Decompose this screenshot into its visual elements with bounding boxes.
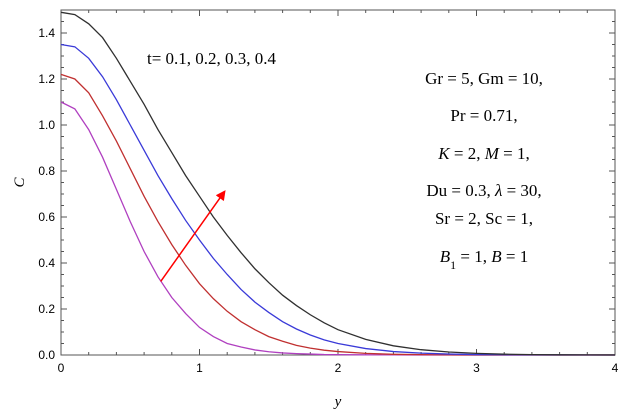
y-tick-label: 0.6 bbox=[38, 210, 55, 224]
y-axis-title: C bbox=[12, 177, 28, 188]
series-line-4 bbox=[60, 11, 616, 356]
trend-arrow bbox=[160, 190, 226, 282]
annotation-param-line-4: Du = 0.3, λ = 30, bbox=[426, 181, 541, 200]
x-tick-label: 3 bbox=[473, 361, 480, 375]
y-tick-label: 0.8 bbox=[38, 164, 55, 178]
x-axis-title: y bbox=[333, 394, 342, 410]
x-tick-label: 0 bbox=[58, 361, 65, 375]
annotation-param-line-5: Sr = 2, Sc = 1, bbox=[435, 209, 533, 228]
y-tick-label: 0.4 bbox=[38, 256, 55, 270]
annotation-param-line-1: Gr = 5, Gm = 10, bbox=[425, 69, 543, 88]
annotation-param-line-3: K = 2, M = 1, bbox=[437, 144, 529, 163]
annotation-time: t= 0.1, 0.2, 0.3, 0.4 bbox=[147, 49, 277, 68]
series-line-1 bbox=[60, 101, 615, 356]
x-tick-label: 1 bbox=[196, 361, 203, 375]
x-tick-label: 4 bbox=[612, 361, 619, 375]
y-tick-label: 1.4 bbox=[38, 26, 55, 40]
y-tick-label: 1.2 bbox=[38, 72, 55, 86]
y-tick-label: 0.0 bbox=[38, 348, 55, 362]
x-tick-label: 2 bbox=[335, 361, 342, 375]
series-line-3 bbox=[60, 43, 616, 356]
annotation-param-line-2: Pr = 0.71, bbox=[450, 106, 517, 125]
y-tick-label: 0.2 bbox=[38, 302, 55, 316]
annotation-param-line-6: B1 = 1, B = 1 bbox=[440, 247, 528, 272]
y-tick-label: 1.0 bbox=[38, 118, 55, 132]
